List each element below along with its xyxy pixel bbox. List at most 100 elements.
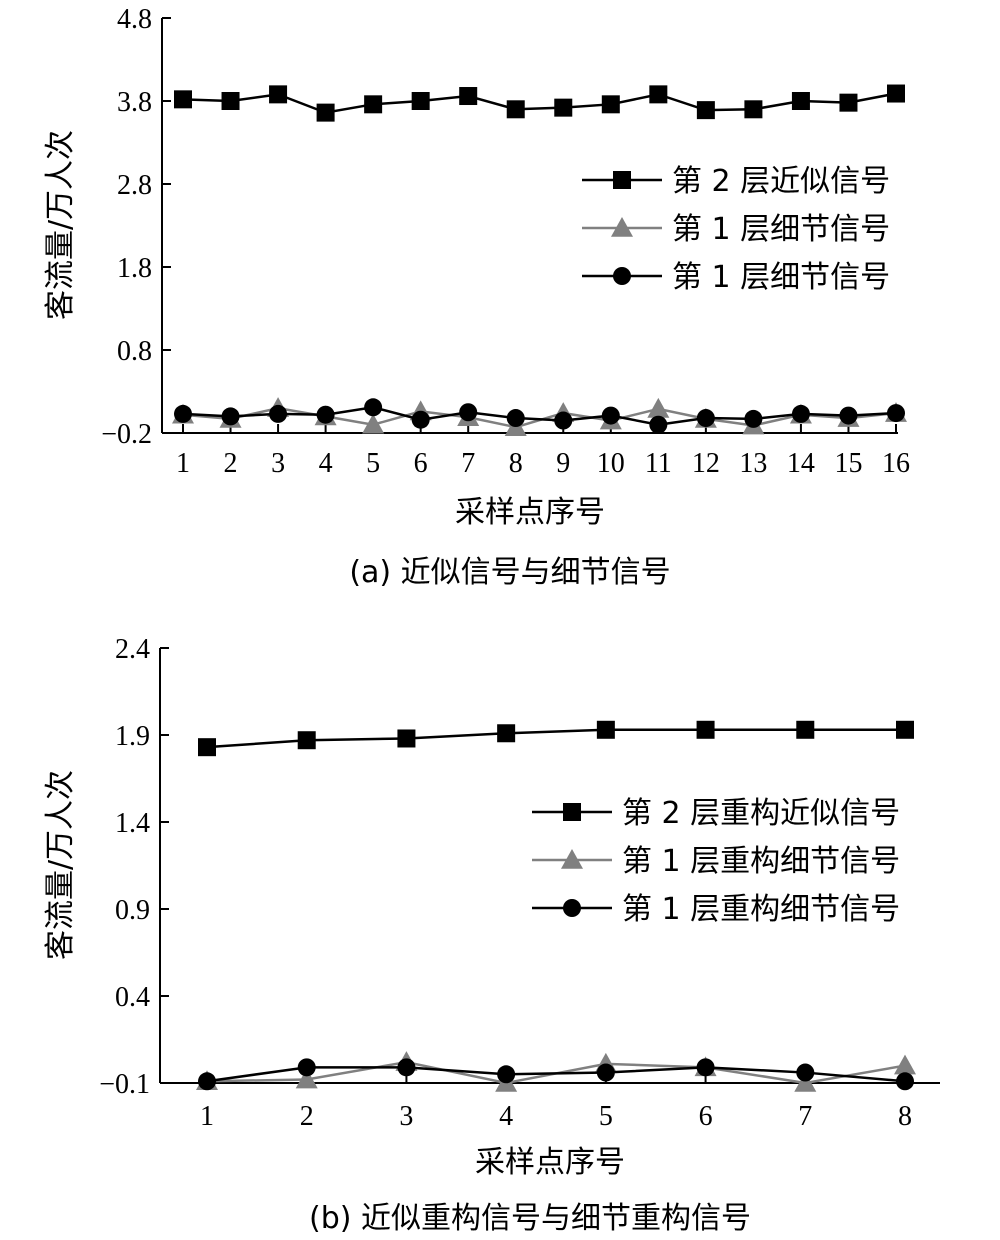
x-tick-label: 3	[271, 448, 285, 479]
data-point-square	[791, 92, 810, 110]
y-tick-label: 1.8	[117, 253, 152, 284]
x-tick-label: 4	[499, 1101, 513, 1132]
series-line	[182, 92, 897, 114]
legend-label: 第 1 层重构细节信号	[622, 892, 900, 927]
x-tick-label: 6	[414, 448, 428, 479]
data-point-circle	[796, 1063, 815, 1082]
data-point-circle	[596, 1063, 615, 1082]
data-point-circle	[174, 404, 192, 423]
series-line	[206, 1066, 906, 1083]
x-tick-label: 1	[200, 1101, 214, 1132]
data-point-circle	[554, 411, 573, 430]
x-tick-label: 7	[461, 448, 475, 479]
data-point-square	[497, 724, 516, 743]
data-point-triangle	[794, 1072, 817, 1092]
data-point-circle	[297, 1058, 316, 1077]
legend-label: 第 1 层重构细节信号	[622, 844, 900, 879]
data-point-circle	[887, 404, 905, 423]
y-tick-label: 2.8	[117, 170, 152, 201]
data-point-square	[506, 100, 525, 119]
data-point-circle	[497, 1065, 516, 1084]
legend-label: 第 1 层细节信号	[672, 260, 890, 295]
data-point-square	[596, 720, 615, 739]
y-tick-label: 0.4	[115, 982, 150, 1013]
x-axis-label: 采样点序号	[455, 495, 605, 530]
x-tick-label: 10	[597, 448, 625, 479]
legend-label: 第 1 层细节信号	[672, 212, 890, 247]
data-point-square	[887, 84, 905, 103]
x-tick-label: 11	[645, 448, 672, 479]
data-point-square	[839, 93, 858, 112]
series-line	[182, 405, 897, 426]
data-point-square	[411, 92, 430, 110]
data-point-circle	[791, 404, 810, 423]
x-tick-label: 6	[699, 1101, 713, 1132]
data-point-circle	[839, 406, 858, 425]
data-point-circle	[397, 1058, 416, 1077]
x-tick-label: 3	[399, 1101, 413, 1132]
data-point-circle	[506, 409, 525, 428]
y-tick-label: 0.8	[117, 336, 152, 367]
data-point-circle	[459, 403, 478, 422]
data-point-square	[316, 103, 335, 122]
data-point-square	[459, 87, 478, 106]
data-point-square	[397, 729, 416, 748]
x-tick-label: 9	[556, 448, 570, 479]
data-point-circle	[896, 1072, 914, 1091]
legend-marker-circle	[613, 267, 631, 285]
legend-marker-square	[613, 171, 631, 189]
data-point-triangle	[295, 1068, 318, 1089]
data-point-square	[198, 738, 216, 757]
series-square	[174, 84, 905, 122]
data-point-circle	[696, 409, 715, 428]
data-point-square	[649, 85, 668, 104]
data-point-square	[554, 98, 573, 117]
data-point-circle	[221, 407, 240, 426]
series-line	[206, 728, 905, 749]
y-tick-label: 4.8	[117, 4, 152, 35]
x-tick-label: 2	[224, 448, 238, 479]
legend-marker-circle	[563, 899, 581, 917]
data-point-square	[174, 90, 192, 109]
chart-caption: (a) 近似信号与细节信号	[349, 555, 670, 590]
data-point-triangle	[362, 413, 385, 434]
legend-marker-triangle	[611, 217, 633, 237]
x-tick-label: 8	[898, 1101, 912, 1132]
x-tick-label: 13	[739, 448, 767, 479]
x-tick-label: 5	[366, 448, 380, 479]
chart-caption: (b) 近似重构信号与细节重构信号	[309, 1201, 751, 1236]
y-tick-label: 3.8	[117, 87, 152, 118]
legend-marker-square	[563, 803, 581, 821]
y-tick-label: 0.9	[115, 895, 150, 926]
y-tick-label: 1.4	[115, 808, 150, 839]
x-tick-label: 15	[834, 448, 862, 479]
y-tick-label: 2.4	[115, 634, 150, 665]
data-point-square	[269, 85, 288, 104]
y-axis-label: 客流量/万人次	[43, 770, 78, 960]
chart-b: −0.1 0.4 0.9 1.4 1.9 2.4 1 2 3 4 5 6 7 8 采样点序号 客流量/万人次 (…	[43, 634, 940, 1236]
data-point-triangle	[894, 1054, 916, 1075]
data-point-circle	[411, 410, 430, 429]
x-tick-label: 2	[300, 1101, 314, 1132]
data-point-circle	[269, 404, 288, 423]
data-point-circle	[601, 406, 620, 425]
x-tick-label: 14	[787, 448, 815, 479]
data-point-square	[696, 101, 715, 120]
series-line	[182, 406, 897, 429]
x-tick-label: 8	[509, 448, 523, 479]
x-tick-label: 4	[319, 448, 333, 479]
data-point-square	[221, 92, 240, 110]
x-axis-label: 采样点序号	[475, 1145, 625, 1180]
y-tick-label: −0.2	[101, 419, 152, 450]
y-axis-label: 客流量/万人次	[43, 130, 78, 320]
series-square	[198, 720, 914, 757]
x-tick-label: 5	[599, 1101, 613, 1132]
data-point-square	[896, 720, 914, 739]
data-point-circle	[198, 1072, 216, 1091]
data-point-square	[364, 95, 383, 114]
data-point-square	[297, 731, 316, 750]
series-circle	[198, 1058, 914, 1091]
data-point-square	[744, 100, 763, 119]
x-tick-label: 1	[176, 448, 190, 479]
